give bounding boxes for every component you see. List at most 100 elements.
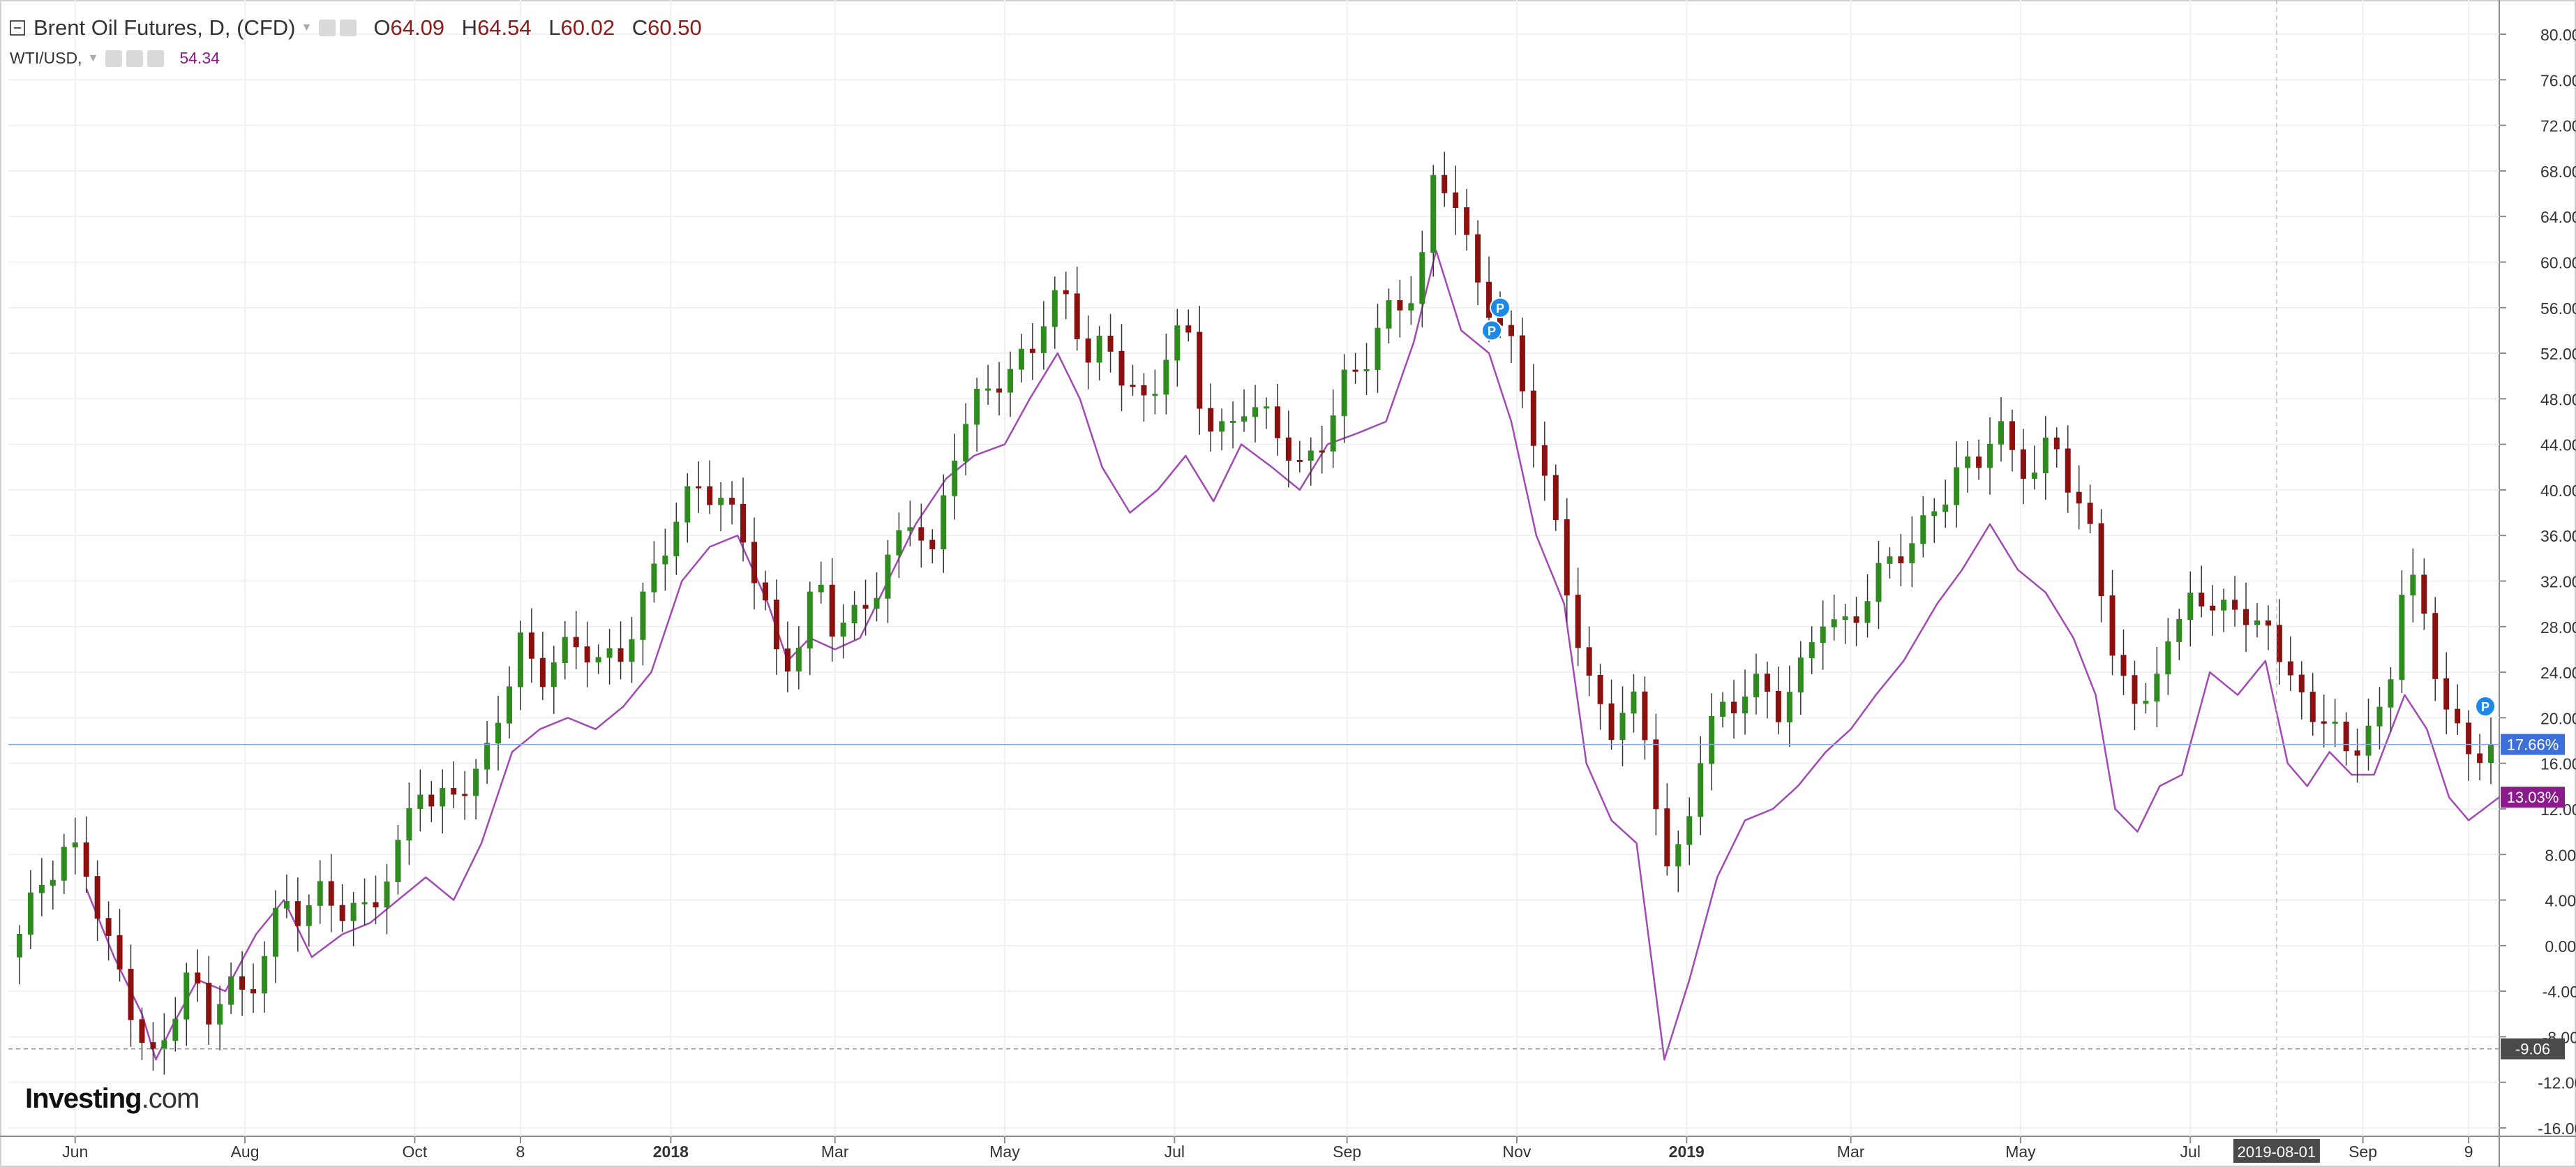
wti-last-badge-bg <box>2501 787 2565 808</box>
candle-body <box>629 639 635 662</box>
candle-body <box>996 388 1003 393</box>
x-tick-label: May <box>989 1143 1020 1161</box>
candle-body <box>1130 385 1136 387</box>
candle-body <box>2042 437 2049 474</box>
wti-series-line <box>85 249 2500 1061</box>
candle-body <box>1508 325 1514 336</box>
candle-body <box>773 600 779 650</box>
x-tick-label: Nov <box>1502 1143 1531 1161</box>
candle-body <box>1352 369 1358 372</box>
candle-body <box>1942 504 1949 512</box>
compare-eye-icon[interactable] <box>105 50 123 67</box>
candle-body <box>1797 657 1804 693</box>
y-tick-label: 28.00% <box>2540 618 2576 637</box>
candle-body <box>139 1019 145 1043</box>
crosshair-price-badge-bg <box>2501 1038 2565 1060</box>
candle-body <box>506 686 512 724</box>
legend-compare: WTI/USD, ▼ 54.34 <box>10 49 220 68</box>
candle-body <box>1575 595 1581 648</box>
candle-body <box>1809 642 1815 659</box>
logo-text: Investing <box>25 1083 142 1114</box>
candle-body <box>2020 449 2026 479</box>
candle-body <box>2176 619 2182 642</box>
candle-body <box>2443 678 2450 710</box>
candle-body <box>1586 647 1592 676</box>
collapse-icon[interactable] <box>10 20 25 36</box>
candle-body <box>1619 713 1626 741</box>
close-label: C <box>631 15 648 40</box>
y-tick-label: 36.00% <box>2540 527 2576 545</box>
dividend-pin-icon[interactable] <box>2475 696 2496 718</box>
dropdown-caret-icon[interactable]: ▼ <box>301 22 313 34</box>
candle-body <box>2265 620 2271 626</box>
candle-body <box>862 604 869 609</box>
candle-body <box>617 648 624 662</box>
y-tick-label: 20.00% <box>2540 709 2576 727</box>
dividend-pin-icon[interactable] <box>1481 320 1503 341</box>
candle-body <box>896 530 902 556</box>
candle-body <box>1564 519 1570 596</box>
x-tick-label: 2019 <box>1669 1143 1705 1161</box>
candle-body <box>1051 290 1058 327</box>
candle-body <box>762 582 768 601</box>
candle-body <box>128 969 134 1020</box>
candle-body <box>818 584 824 593</box>
candle-body <box>1263 406 1269 409</box>
candle-body <box>1530 390 1536 446</box>
candle-body <box>2187 593 2194 620</box>
candle-body <box>1241 416 1248 422</box>
candle-body <box>2365 725 2372 756</box>
candle-body <box>239 976 246 990</box>
candle-body <box>1965 456 1971 468</box>
candle-body <box>2199 593 2205 607</box>
candle-body <box>1920 515 1926 544</box>
candle-body <box>829 584 835 637</box>
candle-body <box>974 388 980 425</box>
candle-body <box>851 604 858 624</box>
x-tick-label: Sep <box>2349 1143 2377 1161</box>
symbol-title[interactable]: Brent Oil Futures, D, (CFD) <box>33 15 296 40</box>
candle-body <box>2143 701 2149 704</box>
candle-body <box>1408 303 1414 311</box>
candle-body <box>61 847 67 881</box>
compare-symbol[interactable]: WTI/USD, <box>10 49 82 67</box>
candle-body <box>2076 491 2082 504</box>
candle-body <box>1464 207 1470 235</box>
candle-body <box>2254 620 2260 625</box>
dividend-pin-icon[interactable] <box>1490 297 1511 318</box>
candle-body <box>27 892 33 935</box>
candle-body <box>2399 595 2405 681</box>
candle-body <box>1074 293 1080 339</box>
candle-body <box>673 521 680 556</box>
candle-body <box>1341 369 1347 417</box>
candle-body <box>1519 335 1525 392</box>
candle-body <box>1475 234 1481 283</box>
candle-body <box>306 905 312 926</box>
candle-body <box>339 905 345 921</box>
candle-body <box>1252 407 1258 417</box>
candle-body <box>696 486 702 489</box>
compare-settings-icon[interactable] <box>126 50 144 67</box>
compare-dropdown-caret-icon[interactable]: ▼ <box>87 52 99 64</box>
candle-body <box>1831 619 1837 627</box>
candle-body <box>195 972 201 984</box>
candle-body <box>16 934 22 958</box>
candle-body <box>1954 467 1960 505</box>
close-icon[interactable] <box>147 50 165 67</box>
candle-body <box>150 1042 156 1050</box>
candle-body <box>451 788 457 795</box>
candle-body <box>2221 600 2227 611</box>
x-tick-label: 2018 <box>653 1143 689 1161</box>
y-tick-label: 40.00% <box>2540 482 2576 500</box>
candle-body <box>539 657 546 687</box>
candle-body <box>1998 421 2004 445</box>
eye-icon[interactable] <box>319 20 336 36</box>
x-tick-label: Jun <box>62 1143 88 1161</box>
settings-icon[interactable] <box>340 20 357 36</box>
candle-body <box>294 901 301 926</box>
y-tick-label: 64.00% <box>2540 208 2576 226</box>
candle-body <box>1976 456 1982 468</box>
